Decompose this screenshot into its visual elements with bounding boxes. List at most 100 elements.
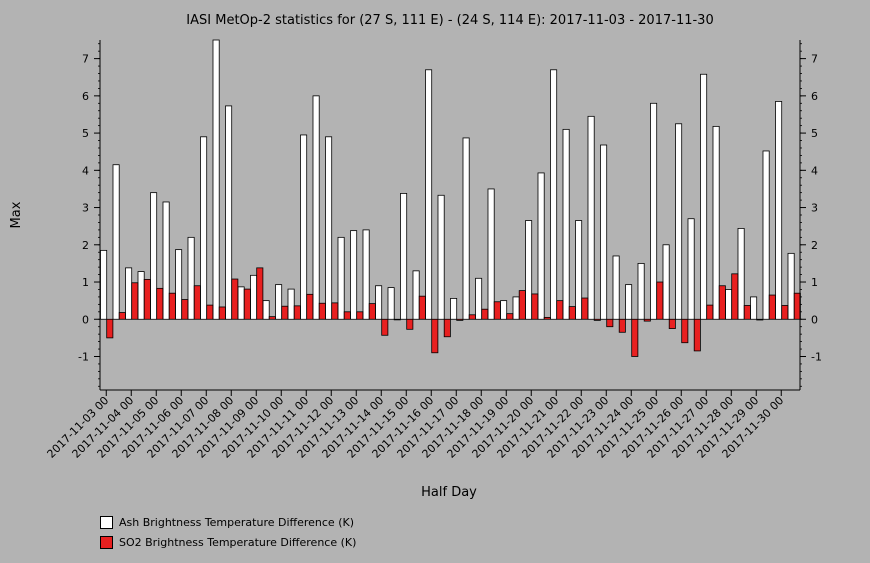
y-tick-label-left: 4 bbox=[82, 164, 89, 177]
y-tick-label-right: 1 bbox=[811, 276, 818, 289]
bar-ash-16 bbox=[300, 134, 308, 320]
y-tick-label-left: -1 bbox=[78, 350, 89, 363]
bar-so2-44 bbox=[656, 281, 664, 320]
bar-so2-33 bbox=[518, 290, 526, 320]
y-tick-label-right: -1 bbox=[811, 350, 822, 363]
bar-so2-45 bbox=[668, 318, 676, 329]
bar-so2-42 bbox=[631, 318, 639, 357]
bar-ash-4 bbox=[150, 192, 158, 320]
bar-ash-10 bbox=[225, 105, 233, 320]
y-tick-label-right: 6 bbox=[811, 90, 818, 103]
y-tick-label-right: 2 bbox=[811, 239, 818, 252]
bars-group bbox=[100, 39, 801, 357]
bar-ash-32 bbox=[500, 300, 508, 320]
y-tick-label-left: 6 bbox=[82, 90, 89, 103]
bar-ash-36 bbox=[550, 69, 558, 320]
bar-ash-1 bbox=[112, 164, 120, 320]
bar-so2-24 bbox=[406, 318, 414, 330]
bar-ash-23 bbox=[387, 287, 395, 320]
bar-so2-7 bbox=[193, 285, 201, 320]
bar-ash-35 bbox=[537, 172, 545, 320]
bar-ash-46 bbox=[675, 123, 683, 320]
bar-ash-50 bbox=[725, 289, 733, 320]
bar-ash-22 bbox=[375, 285, 383, 320]
bar-so2-11 bbox=[243, 288, 251, 320]
bar-so2-9 bbox=[218, 306, 226, 320]
bar-so2-18 bbox=[331, 302, 339, 320]
bar-ash-12 bbox=[250, 274, 258, 320]
bar-so2-20 bbox=[356, 311, 364, 320]
legend-item-ash: Ash Brightness Temperature Difference (K… bbox=[100, 512, 356, 532]
bar-ash-26 bbox=[425, 69, 433, 320]
bar-ash-53 bbox=[762, 150, 770, 320]
bar-ash-20 bbox=[350, 230, 358, 320]
chart-title: IASI MetOp-2 statistics for (27 S, 111 E… bbox=[186, 13, 713, 28]
y-tick-label-left: 3 bbox=[82, 202, 89, 215]
bar-ash-19 bbox=[337, 236, 345, 320]
bar-so2-30 bbox=[481, 308, 489, 320]
y-tick-label-right: 3 bbox=[811, 202, 818, 215]
legend: Ash Brightness Temperature Difference (K… bbox=[100, 512, 356, 552]
bar-so2-53 bbox=[768, 294, 776, 320]
legend-label-so2: SO2 Brightness Temperature Difference (K… bbox=[119, 535, 357, 549]
y-tick-label-left: 5 bbox=[82, 127, 89, 140]
y-tick-label-left: 2 bbox=[82, 239, 89, 252]
legend-item-so2: SO2 Brightness Temperature Difference (K… bbox=[100, 532, 356, 552]
bar-ash-14 bbox=[275, 284, 283, 320]
bar-ash-52 bbox=[750, 296, 758, 320]
bar-ash-27 bbox=[437, 194, 445, 320]
y-tick-label-right: 4 bbox=[811, 164, 818, 177]
bar-ash-17 bbox=[312, 95, 320, 320]
bar-so2-22 bbox=[381, 318, 389, 336]
bar-so2-16 bbox=[306, 293, 314, 320]
bar-ash-55 bbox=[787, 252, 795, 320]
bar-ash-33 bbox=[512, 296, 520, 320]
bar-so2-29 bbox=[468, 314, 476, 320]
bar-so2-26 bbox=[431, 318, 439, 354]
bar-ash-6 bbox=[175, 249, 183, 320]
bar-so2-27 bbox=[443, 318, 451, 338]
bar-so2-40 bbox=[606, 318, 614, 328]
bar-ash-41 bbox=[612, 255, 620, 320]
bar-ash-45 bbox=[662, 244, 670, 320]
bar-so2-19 bbox=[343, 311, 351, 320]
bar-ash-25 bbox=[412, 270, 420, 320]
bar-ash-11 bbox=[237, 286, 245, 320]
bar-ash-9 bbox=[212, 39, 220, 320]
y-tick-label-left: 0 bbox=[82, 313, 89, 326]
bar-so2-38 bbox=[581, 297, 589, 320]
bar-so2-28 bbox=[456, 318, 464, 321]
bar-so2-52 bbox=[756, 318, 764, 321]
bar-ash-54 bbox=[775, 101, 783, 320]
bar-ash-0 bbox=[100, 249, 108, 320]
bar-so2-6 bbox=[181, 299, 189, 320]
bar-ash-18 bbox=[325, 136, 333, 320]
bar-so2-10 bbox=[231, 278, 239, 320]
legend-label-ash: Ash Brightness Temperature Difference (K… bbox=[119, 515, 354, 529]
y-tick-label-right: 0 bbox=[811, 313, 818, 326]
bar-so2-46 bbox=[681, 318, 689, 344]
y-axis-label: Max bbox=[9, 201, 24, 228]
bar-ash-39 bbox=[587, 115, 595, 320]
bar-ash-49 bbox=[712, 125, 720, 320]
bar-ash-28 bbox=[450, 297, 458, 320]
bar-ash-38 bbox=[575, 220, 583, 320]
bar-so2-39 bbox=[593, 318, 601, 321]
bar-so2-49 bbox=[718, 285, 726, 320]
bar-ash-47 bbox=[687, 218, 695, 320]
bar-ash-44 bbox=[650, 102, 658, 320]
bar-so2-13 bbox=[268, 316, 276, 320]
bar-so2-3 bbox=[143, 279, 151, 320]
bar-ash-43 bbox=[637, 262, 645, 320]
bar-so2-43 bbox=[643, 318, 651, 322]
y-tick-label-right: 5 bbox=[811, 127, 818, 140]
bar-so2-21 bbox=[368, 303, 376, 320]
bar-so2-51 bbox=[743, 305, 751, 320]
bar-ash-7 bbox=[187, 236, 195, 320]
bar-so2-25 bbox=[418, 295, 426, 320]
y-tick-label-left: 1 bbox=[82, 276, 89, 289]
bar-so2-55 bbox=[793, 292, 801, 320]
bar-ash-5 bbox=[162, 201, 170, 320]
bar-ash-34 bbox=[525, 220, 533, 320]
